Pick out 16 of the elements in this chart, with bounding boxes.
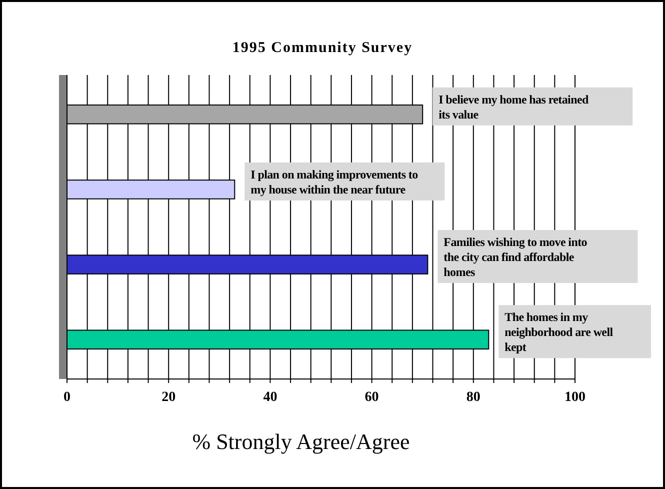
x-tick-label: 40 bbox=[263, 390, 278, 405]
label-box: The homes in my neighborhood are well kept bbox=[498, 305, 651, 358]
x-tick-label: 100 bbox=[564, 390, 586, 405]
label-box: I believe my home has retained its value bbox=[432, 87, 633, 126]
y-tick-label: I believe my home has retained its value bbox=[438, 92, 589, 122]
chart-title: 1995 Community Survey bbox=[232, 40, 413, 56]
y-tick-label: I plan on making improvements to my house within the near future bbox=[250, 167, 418, 196]
label-box: Families wishing to move into the city can find affordable homes bbox=[438, 230, 638, 284]
x-tick-label: 60 bbox=[364, 390, 379, 405]
x-tick-label: 0 bbox=[64, 390, 70, 405]
label-box: I plan on making improvements to my house within the near future bbox=[244, 162, 445, 200]
y-tick-label: The homes in my neighborhood are well kept bbox=[504, 310, 614, 354]
x-tick-label: 80 bbox=[466, 390, 480, 405]
x-tick-label: 20 bbox=[162, 390, 176, 405]
y-tick-label: Families wishing to move into the city can find affordable homes bbox=[444, 235, 588, 280]
x-axis-title: % Strongly Agree/Agree bbox=[192, 429, 410, 454]
